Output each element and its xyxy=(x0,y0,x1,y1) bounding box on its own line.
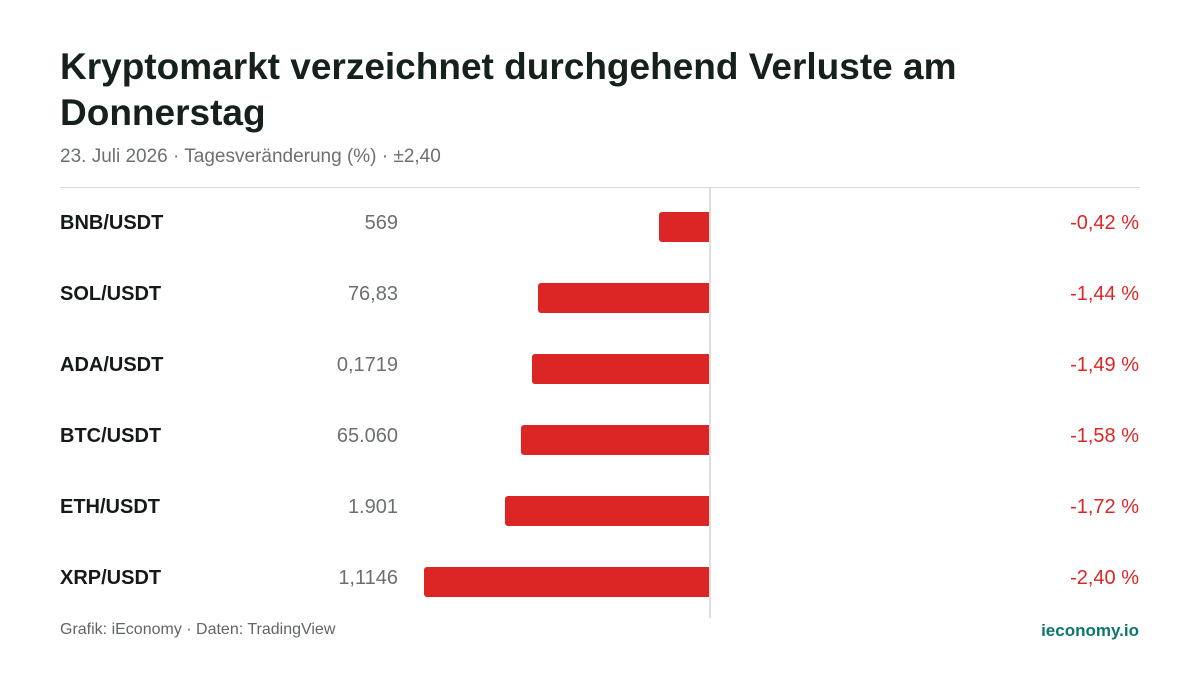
pair-label: BTC/USDT xyxy=(60,425,162,447)
price-value: 0,1719 xyxy=(336,354,398,376)
change-label: -1,49 % xyxy=(1070,354,1139,376)
source-note: Grafik: iEconomy · Daten: TradingView xyxy=(60,621,336,638)
bar xyxy=(424,567,709,597)
brand-link[interactable]: ieconomy.io xyxy=(1041,621,1139,640)
change-label: -1,44 % xyxy=(1070,283,1139,305)
chart-subtitle: 23. Juli 2026 · Tagesveränderung (%) · ±… xyxy=(60,146,441,167)
bar xyxy=(521,425,709,455)
table-row: BNB/USDT 569 -0,42 % xyxy=(0,188,1200,259)
table-row: SOL/USDT 76,83 -1,44 % xyxy=(0,259,1200,330)
change-label: -0,42 % xyxy=(1070,212,1139,234)
table-row: XRP/USDT 1,1146 -2,40 % xyxy=(0,543,1200,614)
price-value: 65.060 xyxy=(336,425,398,447)
pair-label: ADA/USDT xyxy=(60,354,164,376)
pair-label: XRP/USDT xyxy=(60,567,162,589)
change-label: -1,58 % xyxy=(1070,425,1139,447)
table-row: ETH/USDT 1.901 -1,72 % xyxy=(0,472,1200,543)
bar xyxy=(659,212,709,242)
zero-axis-line xyxy=(709,188,711,618)
price-value: 569 xyxy=(364,212,398,234)
pair-label: SOL/USDT xyxy=(60,283,162,305)
chart-title: Kryptomarkt verzeichnet durchgehend Verl… xyxy=(60,46,957,133)
header-divider xyxy=(60,187,1140,188)
table-row: ADA/USDT 0,1719 -1,49 % xyxy=(0,330,1200,401)
price-value: 76,83 xyxy=(347,283,398,305)
bar xyxy=(538,283,709,313)
change-label: -1,72 % xyxy=(1070,496,1139,518)
bar xyxy=(532,354,709,384)
bar xyxy=(504,496,710,526)
change-label: -2,40 % xyxy=(1070,567,1139,589)
pair-label: BNB/USDT xyxy=(60,212,164,234)
pair-label: ETH/USDT xyxy=(60,496,160,518)
price-value: 1.901 xyxy=(347,496,398,518)
price-value: 1,1146 xyxy=(338,567,398,589)
table-row: BTC/USDT 65.060 -1,58 % xyxy=(0,401,1200,472)
